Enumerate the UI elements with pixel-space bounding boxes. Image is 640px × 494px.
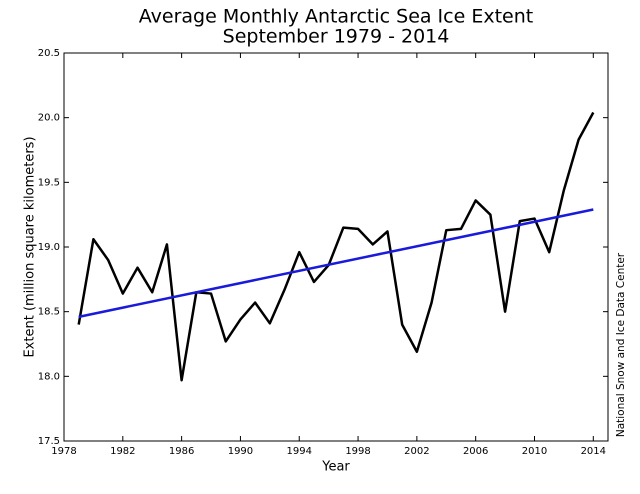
chart-title: Average Monthly Antarctic Sea Ice Extent	[139, 6, 533, 28]
y-tick-label: 18.5	[38, 307, 60, 318]
source-note: National Snow and Ice Data Center	[615, 252, 627, 437]
x-tick-label: 1978	[51, 446, 76, 457]
x-tick-label: 1998	[345, 446, 370, 457]
chart-subtitle: September 1979 - 2014	[223, 26, 450, 48]
x-tick-label: 2014	[581, 446, 606, 457]
x-axis-label: Year	[321, 460, 350, 475]
data-line	[78, 208, 594, 319]
x-tick-label: 1994	[287, 446, 312, 457]
x-tick-label: 2006	[463, 446, 488, 457]
data-line	[77, 111, 595, 382]
y-tick-label: 20.0	[38, 113, 60, 124]
y-tick-label: 19.0	[38, 242, 60, 253]
y-tick-label: 18.0	[38, 371, 60, 382]
y-tick-label: 17.5	[38, 436, 60, 447]
y-axis-label: Extent (million square kilometers)	[23, 136, 38, 357]
x-tick-label: 2010	[522, 446, 547, 457]
x-tick-label: 1986	[169, 446, 194, 457]
y-tick-label: 19.5	[38, 177, 60, 188]
x-tick-label: 1990	[228, 446, 253, 457]
y-tick-label: 20.5	[38, 48, 60, 59]
x-tick-label: 2002	[404, 446, 429, 457]
x-tick-label: 1982	[110, 446, 135, 457]
